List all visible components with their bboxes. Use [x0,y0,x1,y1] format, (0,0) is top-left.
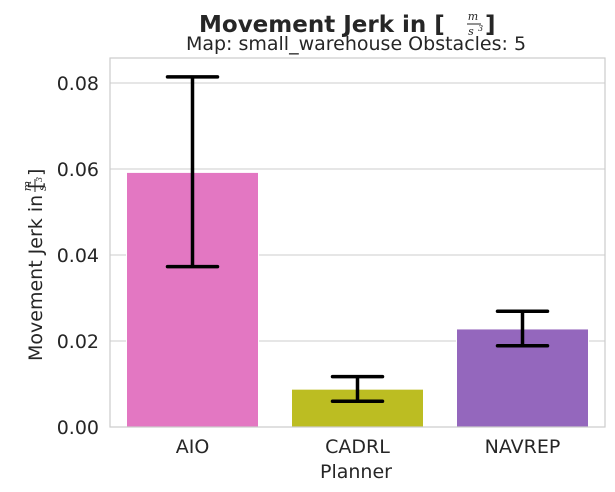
x-tick-labels: AIO CADRL NAVREP [176,436,561,458]
x-axis-label: Planner [320,461,392,483]
y-axis-label: Movement Jerk in [ m s 3 ] [21,169,49,361]
title-unit-numerator: m [468,10,478,23]
x-tick-label: CADRL [325,436,390,458]
y-tick-label: 0.00 [57,417,99,439]
y-tick-labels: 0.00 0.02 0.04 0.06 0.08 [57,73,99,439]
x-tick-label: NAVREP [485,436,561,458]
y-unit-numerator: m [21,181,34,191]
y-unit-exponent: 3 [35,177,44,182]
chart-subtitle: Map: small_warehouse Obstacles: 5 [186,33,526,55]
chart-title-suffix: ] [485,12,496,38]
y-tick-label: 0.02 [57,331,99,353]
plot-frame [109,57,606,428]
y-tick-label: 0.08 [57,73,99,95]
error-bars [165,75,550,403]
y-axis-label-prefix: Movement Jerk in [ [25,181,47,361]
chart-title-prefix: Movement Jerk in [ [199,12,445,38]
title-unit-exponent: 3 [478,24,483,33]
y-unit-denominator: s [36,185,49,191]
y-tick-label: 0.06 [57,159,99,181]
title-unit-denominator: s [468,25,474,38]
chart-title: Movement Jerk in [ m s 3 ] [199,10,496,38]
y-axis-label-suffix: ] [25,169,47,176]
y-tick-label: 0.04 [57,245,99,267]
x-tick-label: AIO [176,436,210,458]
